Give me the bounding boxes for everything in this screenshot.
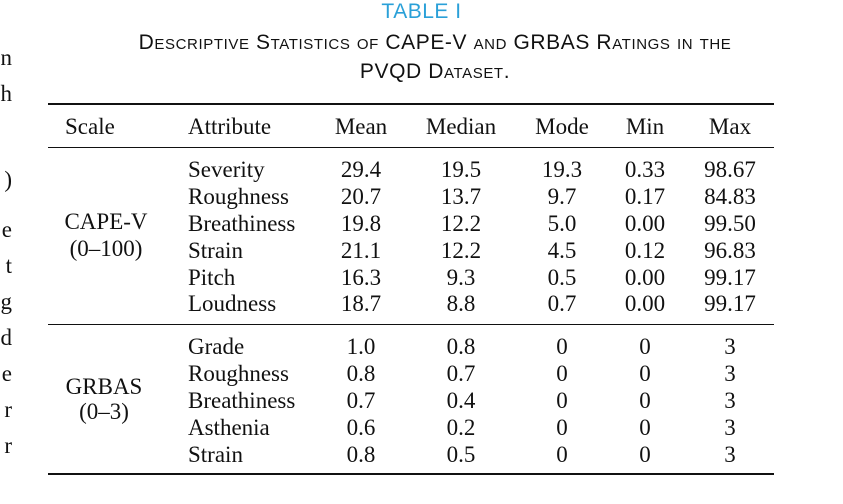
cell-max: 98.67 xyxy=(704,157,756,182)
cell-min: 0.33 xyxy=(624,157,666,182)
header-attribute: Attribute xyxy=(188,114,272,139)
table-caption-line-1: Descriptive Statistics of CAPE-V and GRB… xyxy=(138,31,732,54)
cell-mean: 18.7 xyxy=(340,291,382,316)
cell-min: 0.12 xyxy=(624,238,666,263)
cell-mode: 19.3 xyxy=(541,157,583,182)
cell-mode: 0 xyxy=(556,415,568,440)
cell-mean: 20.7 xyxy=(340,184,382,209)
cell-attribute: Severity xyxy=(188,157,265,182)
header-median: Median xyxy=(425,114,497,139)
header-scale: Scale xyxy=(65,114,115,139)
cell-min: 0.00 xyxy=(624,265,666,290)
cell-attribute: Roughness xyxy=(188,361,289,386)
cell-attribute: Roughness xyxy=(188,184,289,209)
cell-max: 96.83 xyxy=(704,238,756,263)
cell-mode: 0 xyxy=(556,442,568,467)
header-mean: Mean xyxy=(334,114,388,139)
header-rule xyxy=(48,147,774,148)
margin-fragment: t xyxy=(5,253,12,278)
cell-median: 8.8 xyxy=(446,291,476,316)
cell-mode: 4.5 xyxy=(547,238,577,263)
header-min: Min xyxy=(625,114,665,139)
cell-max: 99.50 xyxy=(704,211,756,236)
cell-min: 0 xyxy=(639,361,651,386)
cell-median: 19.5 xyxy=(440,157,482,182)
margin-fragment: g xyxy=(0,289,13,314)
cell-min: 0 xyxy=(639,442,651,467)
cell-min: 0.00 xyxy=(624,291,666,316)
cell-median: 0.5 xyxy=(446,442,476,467)
cell-max: 3 xyxy=(724,415,736,440)
group-scale: GRBAS xyxy=(65,374,143,399)
cell-min: 0 xyxy=(639,334,651,359)
cell-mode: 0 xyxy=(556,334,568,359)
cell-min: 0 xyxy=(639,388,651,413)
cell-attribute: Strain xyxy=(188,238,243,263)
top-rule xyxy=(48,103,774,105)
table-caption-line-2: PVQD Dataset. xyxy=(359,60,511,83)
cell-attribute: Grade xyxy=(188,334,245,359)
cell-attribute: Loudness xyxy=(188,291,277,316)
cell-mode: 9.7 xyxy=(547,184,577,209)
cell-mean: 0.6 xyxy=(346,415,376,440)
cell-attribute: Strain xyxy=(188,442,243,467)
cell-attribute: Asthenia xyxy=(188,415,270,440)
cell-min: 0.00 xyxy=(624,211,666,236)
cell-attribute: Breathiness xyxy=(188,211,296,236)
cell-max: 3 xyxy=(724,361,736,386)
table-label: TABLE I xyxy=(381,0,462,23)
cell-mean: 16.3 xyxy=(340,265,382,290)
cell-median: 12.2 xyxy=(440,238,482,263)
margin-fragment: r xyxy=(4,397,12,422)
group-scale: CAPE-V xyxy=(64,209,148,234)
cell-attribute: Breathiness xyxy=(188,388,296,413)
margin-fragment: r xyxy=(4,433,12,458)
cell-mode: 5.0 xyxy=(547,211,577,236)
margin-fragment: d xyxy=(0,325,13,350)
left-column-fragments: n h ) e t g d e r r xyxy=(0,0,20,504)
cell-min: 0 xyxy=(639,415,651,440)
cell-mode: 0.7 xyxy=(547,291,577,316)
cell-mean: 19.8 xyxy=(340,211,382,236)
cell-median: 0.7 xyxy=(446,361,476,386)
group-range: (0–100) xyxy=(69,236,143,261)
cell-median: 13.7 xyxy=(440,184,482,209)
cell-max: 3 xyxy=(724,388,736,413)
group-range: (0–3) xyxy=(79,399,129,424)
cell-attribute: Pitch xyxy=(188,265,236,290)
cell-mean: 0.8 xyxy=(346,442,376,467)
cell-mean: 21.1 xyxy=(340,238,382,263)
cell-max: 3 xyxy=(724,442,736,467)
margin-fragment: h xyxy=(0,81,13,106)
cell-max: 84.83 xyxy=(704,184,756,209)
cell-mode: 0 xyxy=(556,388,568,413)
cell-max: 99.17 xyxy=(704,265,756,290)
bottom-rule xyxy=(48,473,774,475)
margin-fragment: e xyxy=(1,361,12,386)
header-mode: Mode xyxy=(535,114,589,139)
cell-median: 9.3 xyxy=(446,265,476,290)
cell-mean: 0.8 xyxy=(346,361,376,386)
group-rule xyxy=(48,324,774,325)
cell-mode: 0.5 xyxy=(547,265,577,290)
cell-median: 12.2 xyxy=(440,211,482,236)
cell-median: 0.4 xyxy=(446,388,476,413)
cell-mean: 29.4 xyxy=(340,157,382,182)
cell-median: 0.8 xyxy=(446,334,476,359)
cell-mean: 0.7 xyxy=(346,388,376,413)
cell-mode: 0 xyxy=(556,361,568,386)
cell-median: 0.2 xyxy=(446,415,476,440)
header-max: Max xyxy=(708,114,752,139)
cell-max: 99.17 xyxy=(704,291,756,316)
cell-mean: 1.0 xyxy=(346,334,376,359)
cell-max: 3 xyxy=(724,334,736,359)
cell-min: 0.17 xyxy=(624,184,666,209)
margin-fragment: e xyxy=(1,217,12,242)
margin-fragment: ) xyxy=(4,167,12,192)
margin-fragment: n xyxy=(0,45,13,70)
